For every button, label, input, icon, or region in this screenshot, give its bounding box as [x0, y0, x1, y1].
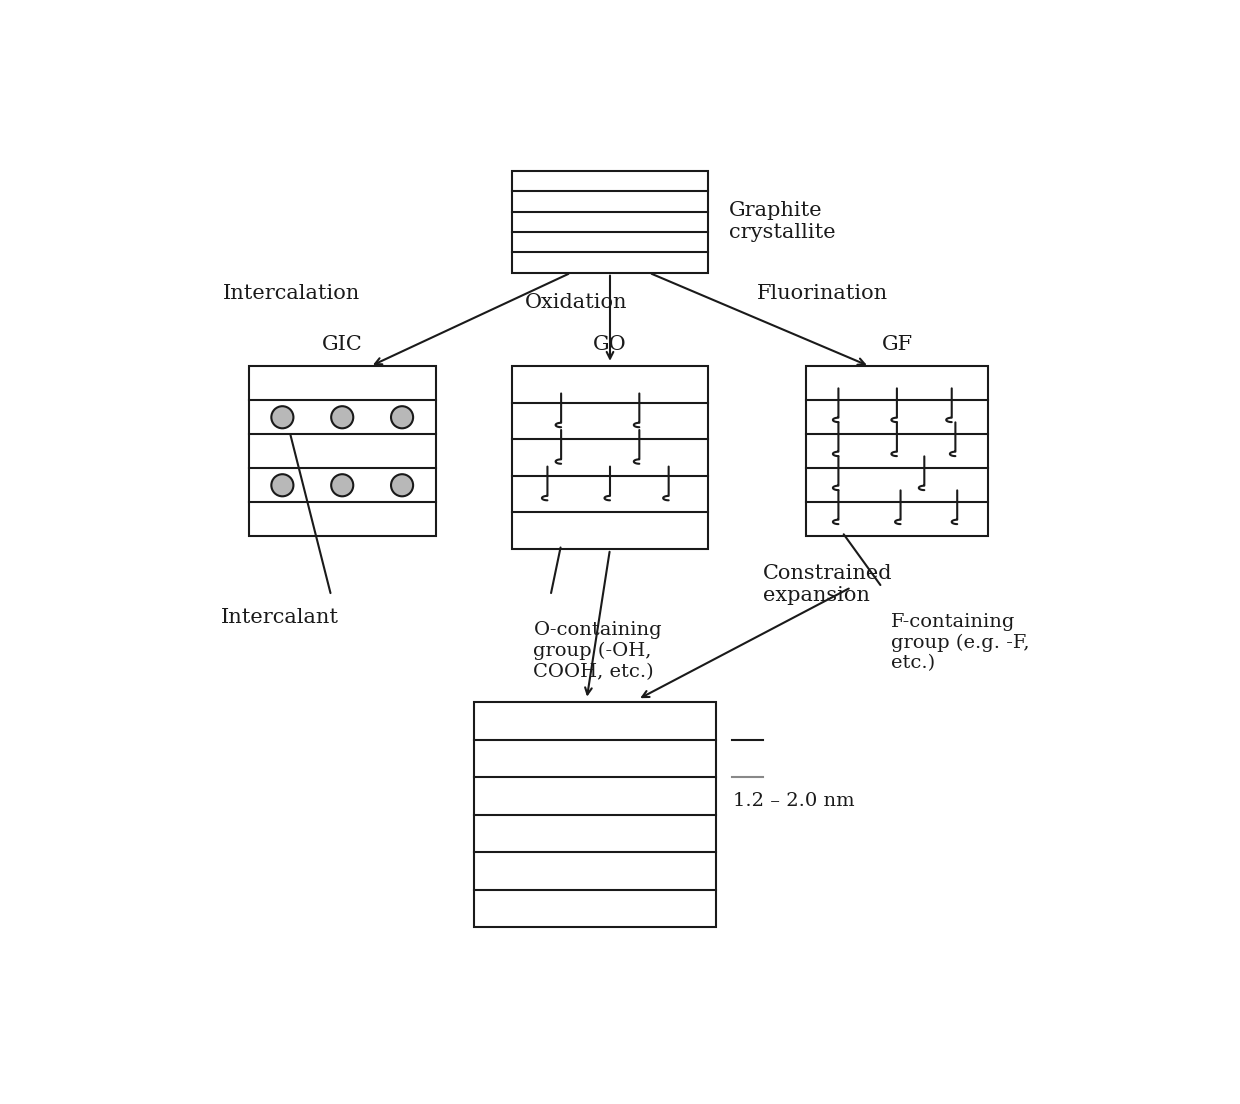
Text: GF: GF	[882, 335, 913, 353]
Circle shape	[331, 406, 353, 428]
Text: Oxidation: Oxidation	[525, 293, 627, 312]
Text: Fluorination: Fluorination	[756, 285, 888, 304]
Text: GO: GO	[593, 335, 626, 353]
Text: GIC: GIC	[322, 335, 362, 353]
FancyBboxPatch shape	[249, 367, 435, 537]
Text: F-containing
group (e.g. -F,
etc.): F-containing group (e.g. -F, etc.)	[890, 613, 1029, 672]
Text: Intercalant: Intercalant	[221, 607, 340, 627]
Text: Graphite
crystallite: Graphite crystallite	[729, 201, 836, 242]
Text: Intercalation: Intercalation	[223, 285, 360, 304]
FancyBboxPatch shape	[512, 367, 708, 549]
Circle shape	[391, 406, 413, 428]
FancyBboxPatch shape	[512, 171, 708, 273]
Circle shape	[272, 475, 294, 497]
FancyBboxPatch shape	[806, 367, 988, 537]
Text: Constrained
expansion: Constrained expansion	[763, 564, 893, 605]
Circle shape	[331, 475, 353, 497]
Text: O-containing
group (-OH,
COOH, etc.): O-containing group (-OH, COOH, etc.)	[533, 622, 662, 681]
Text: 1.2 – 2.0 nm: 1.2 – 2.0 nm	[733, 793, 854, 810]
Circle shape	[391, 475, 413, 497]
Circle shape	[272, 406, 294, 428]
FancyBboxPatch shape	[474, 702, 717, 927]
